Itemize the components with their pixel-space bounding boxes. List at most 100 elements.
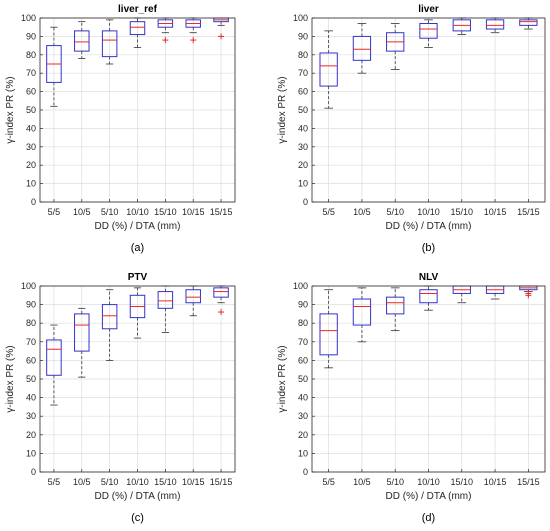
y-axis-label: γ-index PR (%): [5, 76, 16, 143]
x-tick-label: 15/10: [451, 477, 474, 487]
axes-frame: [39, 285, 236, 473]
y-tick-label: 10: [298, 448, 308, 458]
x-tick-label: 5/5: [48, 477, 61, 487]
chart-title: NLV: [419, 272, 439, 283]
x-tick-label: 15/15: [210, 207, 233, 217]
y-tick-label: 0: [31, 197, 36, 207]
chart-panel-2: 0 10 20 30 40 50 60 70 80 90 100 5/5 10/5 5/10 10/10 15…: [277, 4, 546, 254]
chart-panel-3: 0 10 20 30 40 50 60 70 80 90 100 5/5 10/5 5/10 10/10 15…: [5, 272, 236, 524]
box-iqr: [485, 19, 505, 30]
y-axis-label: γ-index PR (%): [5, 345, 16, 412]
y-tick-label: 40: [298, 393, 308, 403]
panel-label: (d): [422, 512, 435, 524]
x-axis-label: DD (%) / DTA (mm): [386, 491, 472, 502]
box-5-5: [46, 324, 62, 406]
x-tick-label: 5/5: [322, 477, 335, 487]
x-tick-label: 5/10: [386, 207, 404, 217]
x-tick-label: 5/10: [386, 477, 404, 487]
box-iqr: [129, 21, 146, 36]
y-tick-label: 40: [298, 123, 308, 133]
chart-title: liver_ref: [118, 4, 158, 15]
outlier-point: [218, 33, 225, 40]
box-iqr: [101, 304, 118, 330]
y-tick-label: 20: [26, 430, 36, 440]
box-5-5: [319, 289, 338, 369]
y-tick-label: 40: [26, 393, 36, 403]
box-iqr: [74, 30, 90, 52]
y-tick-label: 60: [298, 355, 308, 365]
axes-frame: [39, 17, 236, 203]
x-tick-label: 5/5: [322, 207, 335, 217]
x-tick-label: 5/10: [101, 477, 119, 487]
y-tick-label: 60: [298, 87, 308, 97]
y-axis-label: γ-index PR (%): [277, 76, 288, 143]
x-tick-label: 10/15: [182, 207, 205, 217]
x-tick-label: 10/15: [484, 477, 507, 487]
box-iqr: [213, 287, 229, 298]
y-tick-label: 90: [26, 31, 36, 41]
x-tick-label: 10/5: [73, 207, 91, 217]
x-tick-label: 10/10: [126, 207, 149, 217]
x-tick-label: 10/15: [182, 477, 205, 487]
panel-label: (b): [422, 242, 435, 254]
outlier-point: [525, 290, 532, 297]
x-axis-label: DD (%) / DTA (mm): [386, 221, 472, 232]
box-iqr: [157, 291, 174, 309]
box-10-10: [419, 19, 438, 48]
x-tick-label: 5/10: [101, 207, 119, 217]
y-tick-label: 100: [293, 281, 308, 291]
x-axis-label: DD (%) / DTA (mm): [95, 221, 181, 232]
y-tick-label: 20: [26, 160, 36, 170]
y-tick-label: 30: [26, 411, 36, 421]
panel-label: (a): [131, 242, 144, 254]
box-iqr: [101, 30, 118, 58]
box-iqr: [386, 296, 405, 315]
x-tick-label: 10/5: [353, 477, 371, 487]
y-tick-label: 50: [26, 374, 36, 384]
y-tick-label: 80: [298, 50, 308, 60]
box-iqr: [519, 19, 538, 26]
x-tick-label: 15/10: [451, 207, 474, 217]
box-5-10: [386, 23, 405, 70]
y-tick-label: 90: [26, 300, 36, 310]
y-tick-label: 50: [298, 374, 308, 384]
y-tick-label: 20: [298, 160, 308, 170]
box-10-10: [129, 287, 146, 339]
box-iqr: [352, 35, 372, 61]
y-tick-label: 0: [31, 467, 36, 477]
y-tick-label: 90: [298, 31, 308, 41]
box-iqr: [352, 298, 372, 326]
y-tick-label: 60: [26, 87, 36, 97]
outlier-point: [190, 37, 197, 44]
x-axis-label: DD (%) / DTA (mm): [95, 491, 181, 502]
x-tick-label: 10/5: [73, 477, 91, 487]
box-10-10: [129, 17, 146, 48]
y-tick-label: 50: [298, 105, 308, 115]
y-tick-label: 0: [303, 467, 308, 477]
y-tick-label: 50: [26, 105, 36, 115]
y-tick-label: 30: [26, 142, 36, 152]
x-tick-label: 15/10: [154, 477, 177, 487]
x-tick-label: 10/10: [417, 207, 440, 217]
y-tick-label: 70: [298, 337, 308, 347]
y-tick-label: 90: [298, 300, 308, 310]
x-tick-label: 10/5: [353, 207, 371, 217]
box-10-15: [485, 17, 505, 34]
x-tick-label: 10/15: [484, 207, 507, 217]
x-tick-label: 15/15: [517, 207, 540, 217]
y-tick-label: 100: [21, 13, 36, 23]
box-10-5: [74, 307, 90, 378]
y-tick-label: 30: [298, 411, 308, 421]
axes-frame: [311, 285, 546, 473]
box-15-10: [157, 285, 174, 333]
box-5-10: [101, 19, 118, 65]
y-tick-label: 70: [298, 68, 308, 78]
box-iqr: [74, 313, 90, 352]
panel-label: (c): [131, 512, 144, 524]
chart-title: PTV: [128, 272, 148, 283]
y-tick-label: 10: [26, 448, 36, 458]
outlier-point: [162, 37, 169, 44]
box-iqr: [46, 339, 62, 376]
y-tick-label: 10: [26, 179, 36, 189]
